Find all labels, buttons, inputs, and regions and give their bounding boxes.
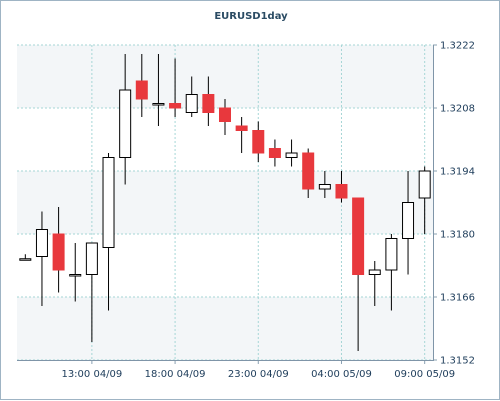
candle-body-down: [169, 103, 182, 109]
candle: [235, 117, 248, 153]
candle-body-up: [69, 274, 82, 277]
candle-body-down: [135, 80, 148, 100]
candle-body-down: [219, 107, 231, 122]
candle: [135, 54, 148, 117]
y-tick-label: 1.3166: [440, 293, 475, 304]
y-tick-label: 1.3152: [440, 356, 475, 367]
candle-body-down: [52, 233, 65, 271]
candle-body-down: [268, 148, 281, 158]
candle: [85, 242, 98, 342]
candle: [318, 171, 331, 198]
x-tick-label: 04:00 05/09: [311, 369, 372, 380]
candle: [252, 121, 265, 162]
candle: [302, 148, 315, 198]
candle-body-up: [402, 202, 415, 239]
candle: [268, 139, 281, 167]
candle-body-up: [318, 184, 331, 190]
candle-body-up: [35, 229, 48, 257]
x-tick-label: 23:00 04/09: [228, 369, 289, 380]
x-tick-label: 18:00 04/09: [145, 369, 206, 380]
grid-band: [17, 45, 433, 108]
candle: [202, 76, 215, 126]
candle-body-down: [252, 130, 265, 154]
chart-title: EURUSD1day: [214, 11, 288, 22]
candle: [385, 234, 398, 311]
candle-body-up: [19, 258, 32, 261]
candle-body-up: [368, 269, 381, 275]
candle: [368, 261, 381, 306]
candle-body-down: [235, 125, 248, 131]
candle: [418, 166, 431, 234]
candle: [335, 171, 348, 203]
candle: [285, 139, 298, 167]
candle: [119, 54, 132, 185]
grid-band: [17, 297, 433, 360]
candle: [185, 76, 198, 117]
y-tick-label: 1.3208: [440, 104, 475, 115]
candle-body-down: [202, 94, 215, 113]
candle-body-down: [352, 197, 365, 275]
candle: [219, 99, 231, 135]
candle: [52, 207, 65, 293]
x-tick-label: 09:00 05/09: [394, 369, 455, 380]
candle: [102, 153, 115, 311]
x-tick-label: 13:00 04/09: [61, 369, 122, 380]
candle: [152, 54, 165, 126]
candle: [169, 58, 182, 117]
candle-body-up: [285, 152, 298, 158]
candle: [402, 171, 415, 275]
y-tick-label: 1.3194: [440, 167, 475, 178]
candle-body-up: [185, 94, 198, 113]
candle-body-up: [119, 89, 132, 158]
candle: [19, 254, 32, 261]
candle-body-up: [85, 242, 98, 275]
y-tick-label: 1.3222: [440, 41, 475, 52]
candle: [352, 197, 365, 351]
candle-body-up: [418, 170, 431, 199]
candle: [35, 211, 48, 306]
candle-body-up: [385, 238, 398, 271]
candle: [69, 243, 82, 302]
candle-body-up: [102, 157, 115, 248]
candle-body-down: [302, 152, 315, 190]
candle-body-down: [335, 184, 348, 199]
grid-band: [17, 171, 433, 234]
y-tick-label: 1.3180: [440, 230, 475, 241]
candle-body-up: [152, 103, 165, 106]
